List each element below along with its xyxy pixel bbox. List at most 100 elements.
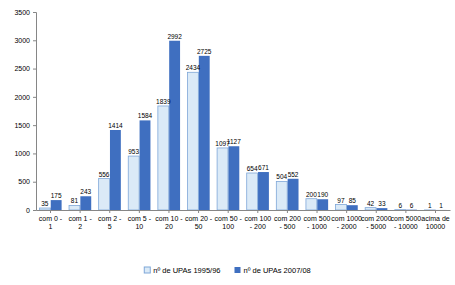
legend-label: nº de UPAs 2007/08 [244,266,311,275]
x-tick: com 20 -50 [185,210,213,230]
bar [276,181,287,210]
bars [39,41,446,210]
bar [376,208,387,210]
x-tick-label: com 200- 500 [274,215,301,230]
bar [140,120,151,210]
bar [365,208,376,210]
bar [336,205,347,210]
data-label: 175 [51,192,62,199]
x-tick-label: com 50 -100 [215,215,243,230]
bar [317,199,328,210]
x-tick: com 1000- 2000 [331,210,362,230]
data-label: 953 [128,148,139,155]
x-tick-label: com 1 -2 [68,215,92,230]
y-tick-mark [33,125,36,126]
x-tick-mark [376,210,377,213]
y-tick-label: 1500 [14,122,30,129]
x-tick-label: com 1000- 2000 [331,215,362,230]
x-tick: com 2000- 5000 [361,210,392,230]
data-labels: 3581556953183924341097654504200974261175… [41,33,443,209]
x-tick-mark [109,210,110,213]
legend: nº de UPAs 1995/96 nº de UPAs 2007/08 [144,266,310,275]
data-label: 1 [428,202,432,209]
y-tick-label: 0 [26,207,30,214]
y-tick: 500 [18,178,36,185]
data-label: 2725 [197,48,212,55]
x-tick-label: com 5000- 10000 [391,215,422,230]
y-tick: 1500 [14,122,36,129]
data-label: 671 [258,164,269,171]
bar [258,172,269,210]
bar [288,179,299,210]
x-tick-mark [405,210,406,213]
bar [247,173,258,210]
x-tick-label: com 2 -5 [98,215,122,230]
bar [395,209,406,210]
data-label: 1584 [138,112,153,119]
data-label: 1839 [156,98,171,105]
x-tick-label: com 5 -10 [128,215,152,230]
x-tick-mark [139,210,140,213]
bar [228,146,239,210]
y-tick-label: 3500 [14,9,30,16]
y-tick-mark [33,153,36,154]
data-label: 33 [378,200,386,207]
data-label: 552 [288,171,299,178]
x-tick: com 200- 500 [274,210,301,230]
data-label: 556 [99,171,110,178]
x-tick-mark [168,210,169,213]
x-axis: com 0 -1com 1 -2com 2 -5com 5 -10com 10 … [37,210,451,230]
x-tick-mark [228,210,229,213]
x-tick: com 1 -2 [68,210,92,230]
data-label: 6 [398,202,402,209]
bar [99,179,110,210]
x-tick-mark [50,210,51,213]
bar [158,106,169,210]
x-tick: com 50 -100 [215,210,243,230]
x-tick-label: com 10 -20 [155,215,183,230]
data-label: 2992 [167,33,182,40]
bar [424,209,435,210]
y-tick-label: 1000 [14,150,30,157]
data-label: 35 [41,200,49,207]
bar [347,205,358,210]
bar [199,56,210,210]
y-tick-mark [33,12,36,13]
x-tick-mark [317,210,318,213]
y-tick-mark [33,210,36,211]
y-tick-label: 500 [18,178,30,185]
bar [51,200,62,210]
x-axis-line [37,210,451,211]
y-tick: 2000 [14,94,36,101]
legend-label: nº de UPAs 1995/96 [153,266,220,275]
x-tick-label: com 500- 1000 [304,215,331,230]
data-label: 243 [80,188,91,195]
data-label: 654 [247,165,258,172]
x-tick: com 2 -5 [98,210,122,230]
y-tick-mark [33,182,36,183]
x-tick-label: com 100- 200 [244,215,271,230]
x-tick-mark [287,210,288,213]
data-label: 42 [367,200,375,207]
bar [169,41,180,210]
x-tick: com 500- 1000 [304,210,331,230]
x-tick-mark [80,210,81,213]
legend-swatch [235,267,241,273]
data-label: 81 [71,197,79,204]
data-label: 6 [410,202,414,209]
x-tick-mark [198,210,199,213]
y-tick: 2500 [14,65,36,72]
x-tick-label: com 2000- 5000 [361,215,392,230]
bar [436,209,447,210]
data-label: 504 [276,173,287,180]
x-tick: com 5 -10 [128,210,152,230]
y-tick-label: 2500 [14,65,30,72]
y-axis: 0500100015002000250030003500 [14,9,36,214]
x-tick-label: acima de10000 [421,215,450,230]
x-tick: com 10 -20 [155,210,183,230]
chart: 0500100015002000250030003500com 0 -1com … [0,0,455,285]
legend-item: nº de UPAs 2007/08 [235,266,311,275]
y-tick: 1000 [14,150,36,157]
y-tick: 0 [26,207,36,214]
legend-swatch [144,267,150,273]
